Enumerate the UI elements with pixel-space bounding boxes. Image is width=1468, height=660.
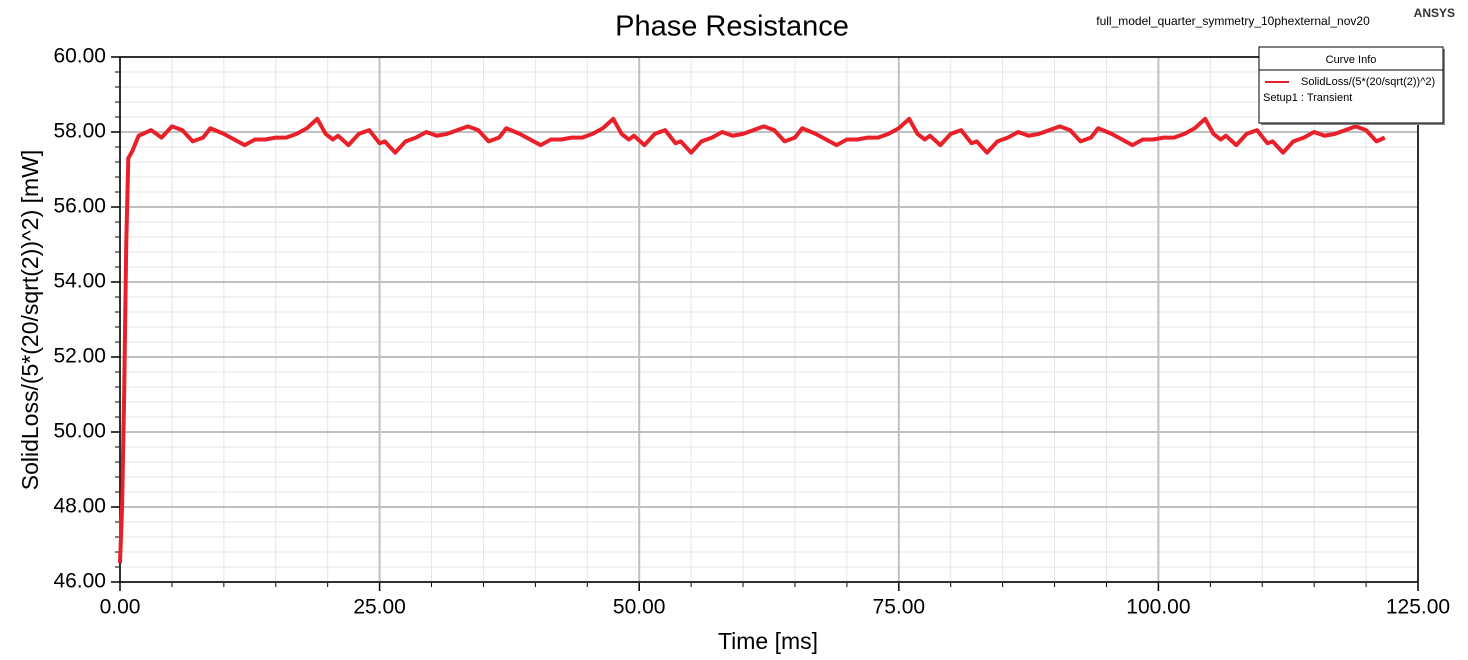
y-axis-label: SolidLoss/(5*(20/sqrt(2))^2) [mW] <box>17 150 43 491</box>
chart-title: Phase Resistance <box>615 11 849 43</box>
legend: Curve Info SolidLoss/(5*(20/sqrt(2))^2) Se… <box>1258 46 1445 125</box>
y-tick-label: 54.00 <box>53 270 106 293</box>
plot <box>118 116 1386 564</box>
x-tick-label: 125.00 <box>1386 596 1450 619</box>
y-tick-label: 50.00 <box>53 420 106 443</box>
x-tick-label: 25.00 <box>353 596 406 619</box>
legend-title: Curve Info <box>1326 54 1377 66</box>
legend-note: Setup1 : Transient <box>1263 92 1352 104</box>
line-series <box>118 116 1386 564</box>
x-tick-label: 50.00 <box>613 596 666 619</box>
x-tick-label: 100.00 <box>1126 596 1190 619</box>
y-tick-label: 58.00 <box>53 120 106 143</box>
y-tick-label: 46.00 <box>53 570 106 593</box>
legend-label: SolidLoss/(5*(20/sqrt(2))^2) <box>1301 76 1435 88</box>
chart-subtitle: full_model_quarter_symmetry_10phexternal… <box>1096 14 1370 28</box>
x-tick-label: 0.00 <box>100 596 141 619</box>
y-tick-label: 56.00 <box>53 195 106 218</box>
y-tick-label: 60.00 <box>53 45 106 68</box>
x-tick-label: 75.00 <box>873 596 926 619</box>
y-tick-label: 52.00 <box>53 345 106 368</box>
brand: ANSYS <box>1414 6 1455 20</box>
legend-box <box>1258 46 1444 124</box>
y-tick-label: 48.00 <box>53 495 106 518</box>
plot-frame <box>119 56 1419 583</box>
x-axis-label: Time [ms] <box>718 628 818 654</box>
grid: 0.00 25.00 50.00 75.00 100.00 125.00 46.00 48.0… <box>53 45 1450 619</box>
